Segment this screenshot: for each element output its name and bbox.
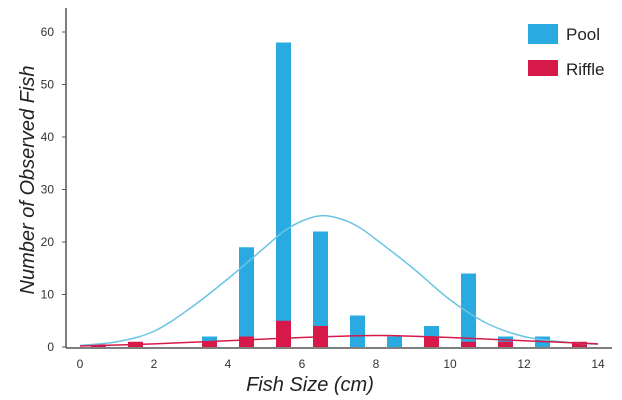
y-tick-label: 0: [47, 340, 54, 354]
fit-curves: [79, 214, 599, 347]
x-tick-label: 4: [225, 357, 232, 371]
y-axis-ticks: 0 10 20 30 40 50 60: [41, 25, 66, 354]
x-tick-label: 6: [299, 357, 306, 371]
bar-riffle: [276, 320, 291, 347]
y-tick-label: 60: [41, 25, 55, 39]
x-tick-label: 8: [373, 357, 380, 371]
legend-swatch-riffle: [528, 60, 558, 76]
bar-riffle: [572, 341, 587, 347]
x-tick-label: 14: [591, 357, 605, 371]
legend: Pool Riffle: [528, 24, 604, 79]
bar-pool: [313, 231, 328, 347]
bar-riffle: [461, 341, 476, 347]
y-tick-label: 50: [41, 78, 55, 92]
y-tick-label: 40: [41, 130, 55, 144]
legend-label-riffle: Riffle: [566, 60, 604, 79]
legend-label-pool: Pool: [566, 25, 600, 44]
y-tick-label: 20: [41, 235, 55, 249]
bar-pool: [350, 315, 365, 347]
curve-pool: [79, 214, 599, 347]
legend-swatch-pool: [528, 24, 558, 44]
bar-riffle: [239, 336, 254, 347]
bar-pool: [461, 273, 476, 347]
bar-pool: [239, 247, 254, 347]
bar-riffle: [424, 336, 439, 347]
y-axis-title: Number of Observed Fish: [17, 66, 39, 295]
y-tick-label: 30: [41, 183, 55, 197]
x-axis-title: Fish Size (cm): [246, 374, 374, 396]
bar-pool: [387, 336, 402, 347]
x-tick-label: 2: [151, 357, 158, 371]
bar-pool: [276, 42, 291, 347]
x-tick-label: 0: [77, 357, 84, 371]
x-tick-label: 12: [517, 357, 531, 371]
x-tick-label: 10: [443, 357, 457, 371]
curve-riffle: [79, 334, 599, 347]
bar-riffle: [498, 341, 513, 347]
bars: [91, 42, 587, 347]
x-axis-ticks: 0 2 4 6 8 10 12 14: [77, 357, 605, 371]
bar-riffle: [202, 341, 217, 347]
y-tick-label: 10: [41, 288, 55, 302]
